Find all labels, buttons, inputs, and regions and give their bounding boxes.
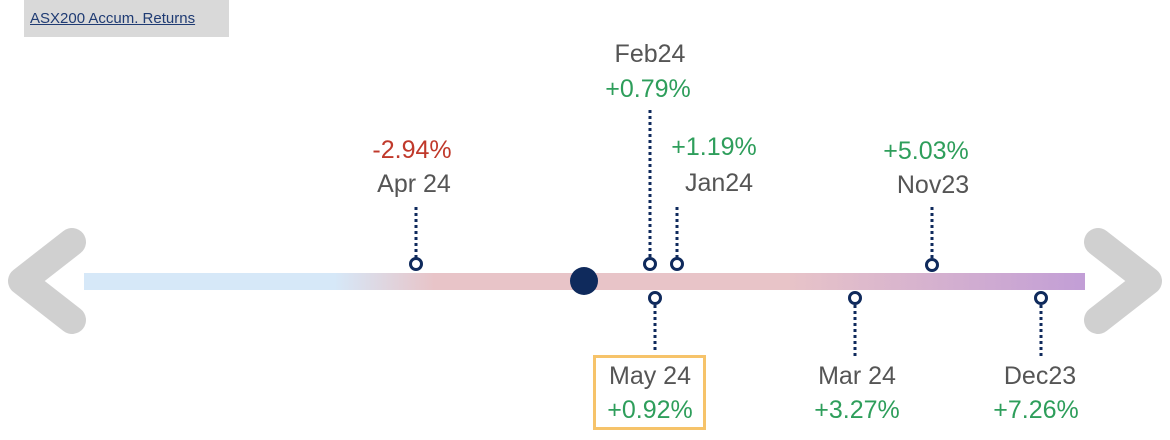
marker-mar24[interactable] <box>848 291 862 305</box>
chevron-right-icon[interactable] <box>1084 228 1162 334</box>
month-jan24: Jan24 <box>684 169 754 197</box>
marker-feb24[interactable] <box>643 257 657 271</box>
month-mar24: Mar 24 <box>818 362 896 390</box>
change-nov23: +5.03% <box>883 137 969 165</box>
chevron-left-icon[interactable] <box>8 228 86 334</box>
title-link[interactable]: ASX200 Accum. Returns <box>30 10 196 27</box>
change-apr24: -2.94% <box>372 136 452 164</box>
marker-apr24[interactable] <box>409 257 423 271</box>
marker-nov23[interactable] <box>925 258 939 272</box>
change-may24: +0.92% <box>607 396 693 424</box>
change-dec23: +7.26% <box>993 396 1079 424</box>
month-nov23: Nov23 <box>896 171 970 199</box>
marker-may24[interactable] <box>648 291 662 305</box>
selected-highlight <box>593 355 706 430</box>
change-jan24: +1.19% <box>671 133 757 161</box>
title-box: ASX200 Accum. Returns <box>24 0 229 37</box>
current-position-handle[interactable] <box>570 267 598 295</box>
month-dec23: Dec23 <box>1003 362 1077 390</box>
marker-dec23[interactable] <box>1034 291 1048 305</box>
month-apr24: Apr 24 <box>377 170 451 198</box>
change-mar24: +3.27% <box>814 396 900 424</box>
month-may24[interactable]: May 24 <box>609 362 691 390</box>
month-feb24: Feb24 <box>614 40 686 68</box>
marker-jan24[interactable] <box>670 257 684 271</box>
change-feb24: +0.79% <box>605 75 691 103</box>
